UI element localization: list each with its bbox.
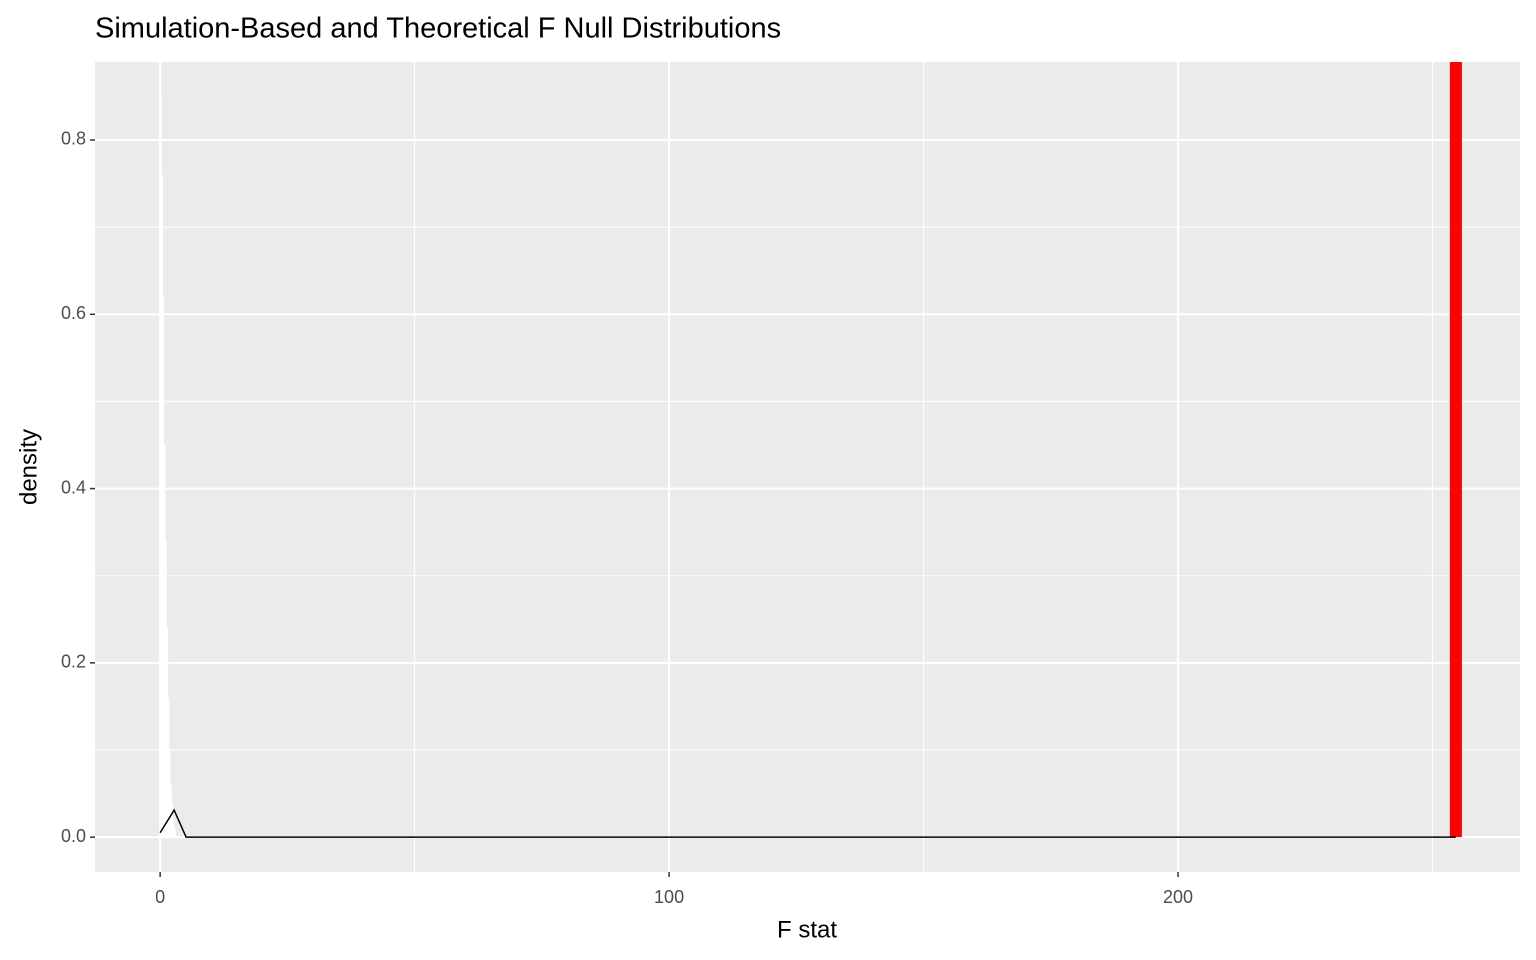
y-tick-label: 0.6 xyxy=(61,303,86,323)
x-tick-label: 0 xyxy=(155,887,165,907)
x-axis-title: F stat xyxy=(777,916,837,943)
y-tick-label: 0.0 xyxy=(61,826,86,846)
x-tick-label: 100 xyxy=(654,887,684,907)
theoretical-curve xyxy=(159,808,1456,838)
panel xyxy=(95,62,1520,872)
y-tick-label: 0.8 xyxy=(61,129,86,149)
chart-title: Simulation-Based and Theoretical F Null … xyxy=(95,13,781,45)
y-axis-title: density xyxy=(15,429,42,505)
y-tick-label: 0.4 xyxy=(61,477,86,497)
x-tick-label: 200 xyxy=(1163,887,1193,907)
histogram-bar xyxy=(173,828,176,838)
y-tick-label: 0.2 xyxy=(61,652,86,672)
